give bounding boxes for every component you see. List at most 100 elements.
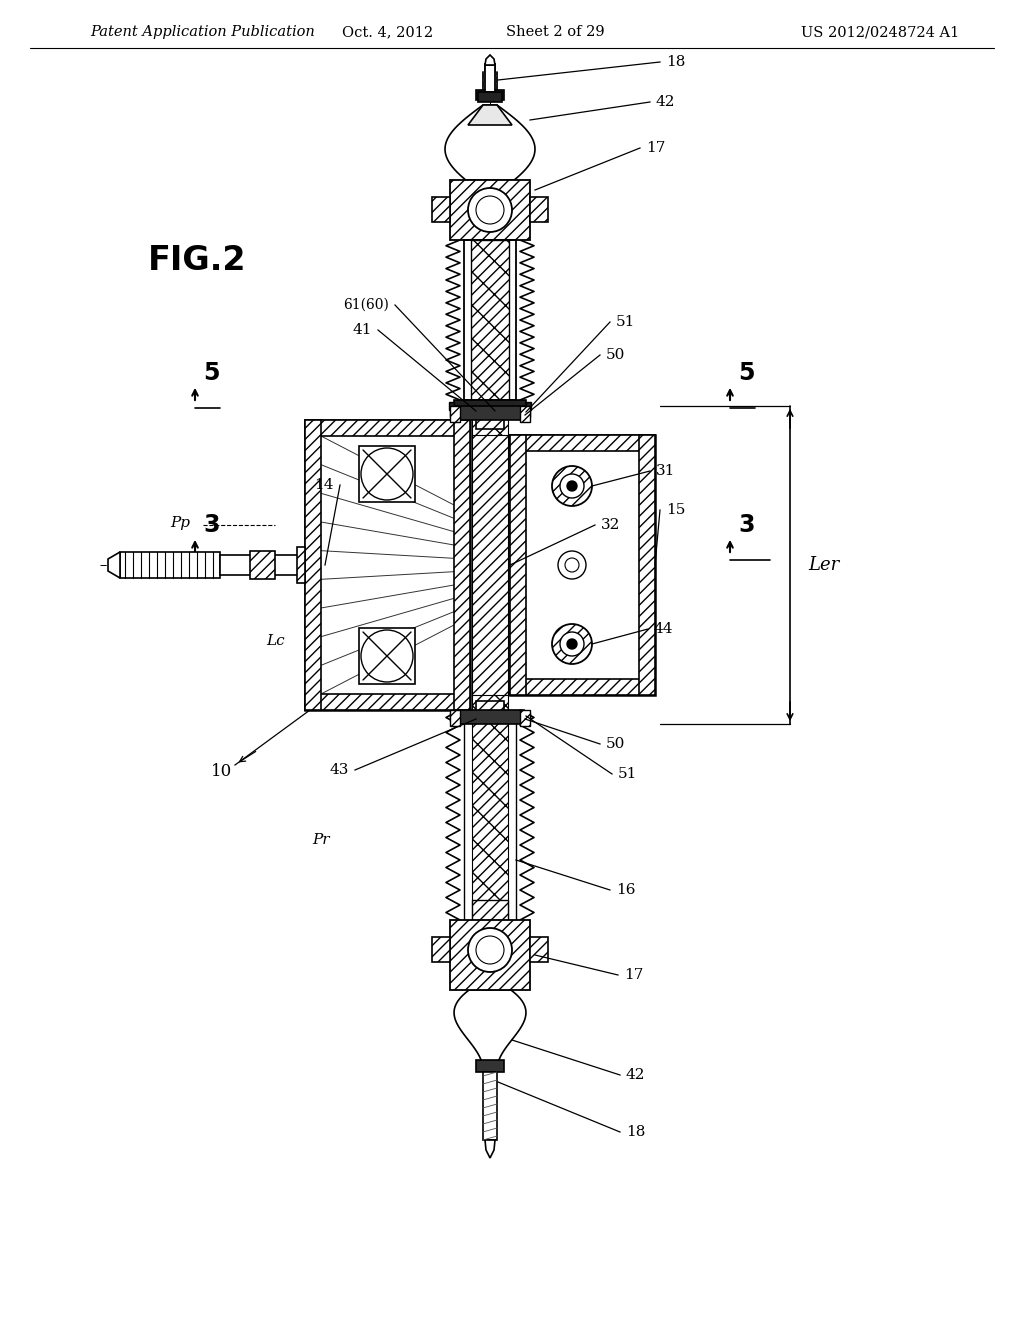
Bar	[471, 240, 509, 400]
Bar	[526, 403, 531, 411]
Bar	[464, 240, 516, 400]
Circle shape	[361, 630, 413, 682]
Bar	[359, 446, 415, 502]
Text: Sheet 2 of 29: Sheet 2 of 29	[506, 25, 604, 40]
Text: 41: 41	[352, 323, 372, 337]
Bar	[485, 63, 495, 73]
Polygon shape	[445, 106, 535, 180]
Text: FIG.2: FIG.2	[147, 243, 246, 276]
Text: Oct. 4, 2012: Oct. 4, 2012	[342, 25, 433, 40]
Text: 14: 14	[314, 478, 334, 492]
Bar	[464, 710, 516, 931]
Text: US 2012/0248724 A1: US 2012/0248724 A1	[801, 25, 959, 40]
Circle shape	[565, 558, 579, 572]
Circle shape	[567, 639, 577, 649]
Text: 18: 18	[666, 55, 685, 69]
Bar	[524, 409, 530, 417]
Bar	[530, 937, 548, 962]
Circle shape	[361, 447, 413, 500]
Bar	[450, 710, 460, 726]
Bar	[120, 552, 220, 578]
Bar	[476, 411, 504, 429]
Bar	[450, 713, 456, 721]
Bar	[476, 1060, 504, 1072]
Bar	[476, 701, 504, 719]
Bar	[305, 694, 470, 710]
Text: Pr: Pr	[312, 833, 330, 847]
Circle shape	[567, 480, 577, 491]
Bar	[472, 710, 508, 931]
Bar	[472, 436, 508, 696]
Bar	[472, 411, 508, 719]
Bar	[483, 1072, 497, 1140]
Bar	[456, 407, 524, 420]
Circle shape	[552, 624, 592, 664]
Text: 17: 17	[624, 968, 643, 982]
Bar	[485, 65, 495, 92]
Text: 3: 3	[738, 513, 755, 537]
Polygon shape	[108, 552, 120, 578]
Text: 50: 50	[606, 348, 626, 362]
Text: 42: 42	[656, 95, 676, 110]
Bar	[510, 678, 655, 696]
Bar	[524, 713, 530, 721]
Polygon shape	[485, 55, 495, 65]
Bar	[510, 436, 655, 451]
Bar	[510, 436, 655, 696]
Circle shape	[552, 466, 592, 506]
Bar	[432, 197, 450, 222]
Bar	[450, 407, 460, 422]
Bar	[432, 937, 450, 962]
Bar	[359, 628, 415, 684]
Circle shape	[476, 195, 504, 224]
Bar	[510, 436, 526, 696]
Bar	[454, 420, 470, 710]
Text: 43: 43	[330, 763, 349, 777]
Text: 16: 16	[616, 883, 636, 898]
Circle shape	[558, 550, 586, 579]
Text: Pp: Pp	[170, 516, 190, 531]
Text: 32: 32	[601, 517, 621, 532]
Bar	[297, 546, 305, 583]
Bar	[450, 180, 530, 240]
Circle shape	[468, 928, 512, 972]
Text: 5: 5	[203, 360, 219, 385]
Text: 15: 15	[666, 503, 685, 517]
Bar	[639, 436, 655, 696]
Bar	[478, 92, 502, 102]
Bar	[449, 403, 454, 411]
Text: 50: 50	[606, 737, 626, 751]
Text: 51: 51	[616, 315, 635, 329]
Bar	[530, 197, 548, 222]
Text: 18: 18	[626, 1125, 645, 1139]
Text: Lc: Lc	[266, 634, 285, 648]
Circle shape	[560, 632, 584, 656]
Bar	[450, 409, 456, 417]
Bar	[305, 420, 321, 710]
Text: Ler: Ler	[808, 556, 840, 574]
Circle shape	[468, 187, 512, 232]
Polygon shape	[485, 1140, 495, 1158]
Text: Patent Application Publication: Patent Application Publication	[90, 25, 314, 40]
Text: 61(60): 61(60)	[343, 298, 389, 312]
Bar	[520, 710, 530, 726]
Text: 10: 10	[211, 763, 232, 780]
Text: 51: 51	[618, 767, 637, 781]
Bar	[454, 400, 526, 412]
Polygon shape	[454, 990, 526, 1071]
Text: 44: 44	[654, 622, 674, 636]
Circle shape	[560, 474, 584, 498]
Bar	[305, 420, 470, 710]
Circle shape	[476, 936, 504, 964]
Bar	[472, 900, 508, 920]
Bar	[220, 554, 305, 576]
Text: 5: 5	[738, 360, 755, 385]
Text: 42: 42	[626, 1068, 645, 1082]
Bar	[450, 920, 530, 990]
Text: 3: 3	[203, 513, 219, 537]
Text: 17: 17	[646, 141, 666, 154]
Polygon shape	[468, 106, 512, 125]
Bar	[476, 90, 504, 100]
Bar	[456, 710, 524, 723]
Bar	[305, 420, 470, 436]
